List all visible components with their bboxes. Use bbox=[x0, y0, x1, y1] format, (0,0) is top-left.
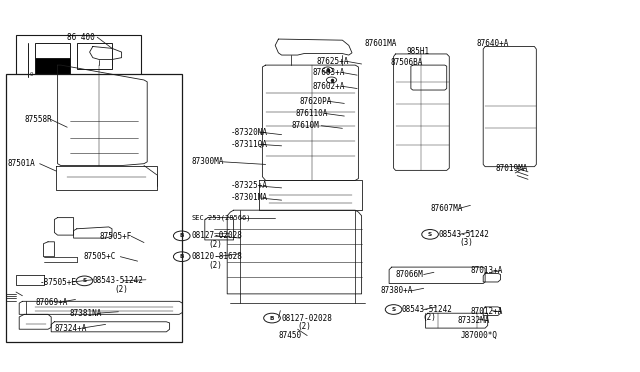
Text: S: S bbox=[83, 278, 86, 283]
Text: (3): (3) bbox=[460, 238, 474, 247]
Text: 86 400: 86 400 bbox=[67, 33, 95, 42]
Text: 0: 0 bbox=[29, 72, 33, 77]
Text: 87332MA: 87332MA bbox=[458, 316, 490, 325]
Text: (2): (2) bbox=[208, 261, 222, 270]
Text: 87505+F: 87505+F bbox=[99, 232, 132, 241]
Text: 87381NA: 87381NA bbox=[69, 309, 102, 318]
Text: -87320NA: -87320NA bbox=[230, 128, 268, 137]
Bar bbox=[77, 43, 112, 69]
Text: 87300MA: 87300MA bbox=[192, 157, 225, 166]
Text: 87640+A: 87640+A bbox=[477, 39, 509, 48]
Text: 985H1: 985H1 bbox=[406, 47, 429, 56]
Text: SEC.253(28566): SEC.253(28566) bbox=[192, 214, 252, 221]
Text: 08120-81628: 08120-81628 bbox=[192, 252, 243, 261]
Text: 87620PA: 87620PA bbox=[300, 97, 332, 106]
Text: 87013+A: 87013+A bbox=[470, 266, 503, 275]
Text: B: B bbox=[270, 315, 274, 321]
Text: 87506BA: 87506BA bbox=[390, 58, 423, 67]
Text: (2): (2) bbox=[208, 240, 222, 249]
Text: 87066M: 87066M bbox=[396, 270, 423, 279]
Text: 87558R: 87558R bbox=[24, 115, 52, 124]
Bar bbox=[35, 58, 70, 76]
Text: 87450: 87450 bbox=[278, 331, 301, 340]
Text: S: S bbox=[428, 232, 432, 237]
Text: -87311QA: -87311QA bbox=[230, 140, 268, 149]
Text: 87603+A: 87603+A bbox=[312, 68, 345, 77]
Text: 87324+A: 87324+A bbox=[54, 324, 87, 333]
Text: 08127-02028: 08127-02028 bbox=[282, 314, 332, 323]
Bar bbox=[16, 35, 141, 78]
Text: B: B bbox=[180, 233, 184, 238]
Text: 87625+A: 87625+A bbox=[317, 57, 349, 66]
Text: 87610M: 87610M bbox=[292, 121, 319, 130]
Text: -87301MA: -87301MA bbox=[230, 193, 268, 202]
Text: 08127-02028: 08127-02028 bbox=[192, 231, 243, 240]
Text: -87325+A: -87325+A bbox=[230, 182, 268, 190]
Text: B: B bbox=[180, 254, 184, 259]
Bar bbox=[35, 43, 70, 69]
Text: 87019MA: 87019MA bbox=[496, 164, 529, 173]
Text: -87505+E: -87505+E bbox=[40, 278, 77, 287]
Text: 87501A: 87501A bbox=[8, 159, 35, 168]
Text: 87069+A: 87069+A bbox=[35, 298, 68, 307]
Text: (2): (2) bbox=[298, 322, 312, 331]
Text: (2): (2) bbox=[422, 313, 436, 322]
Text: 87601MA: 87601MA bbox=[365, 39, 397, 48]
Text: 08543-51242: 08543-51242 bbox=[93, 276, 143, 285]
Text: 87505+C: 87505+C bbox=[83, 252, 116, 261]
Text: 08543-51242: 08543-51242 bbox=[402, 305, 452, 314]
Text: 87380+A: 87380+A bbox=[381, 286, 413, 295]
Bar bbox=[6, 74, 182, 342]
Text: J87000*Q: J87000*Q bbox=[461, 331, 498, 340]
Text: 87602+A: 87602+A bbox=[312, 82, 345, 91]
Text: 08543-51242: 08543-51242 bbox=[438, 230, 489, 239]
Text: S: S bbox=[392, 307, 396, 312]
Text: 876110A: 876110A bbox=[296, 109, 328, 118]
Text: 87012+A: 87012+A bbox=[470, 307, 503, 316]
Text: (2): (2) bbox=[114, 285, 128, 294]
Text: 87607MA: 87607MA bbox=[430, 204, 463, 213]
